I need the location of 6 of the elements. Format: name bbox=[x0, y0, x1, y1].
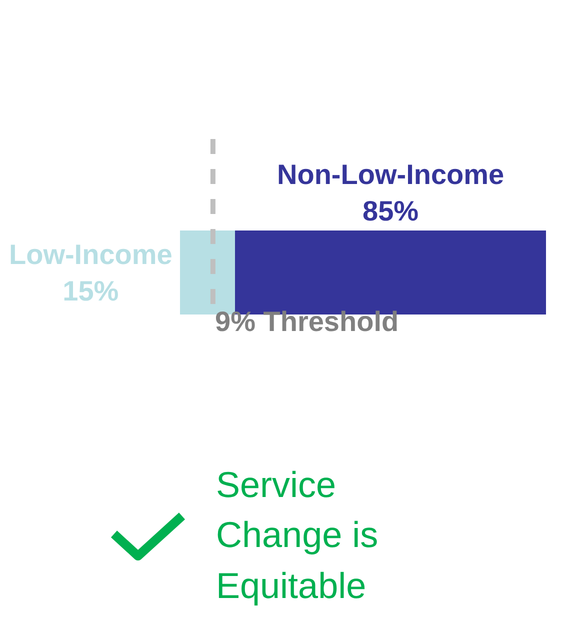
data-label: 85% bbox=[362, 195, 419, 226]
text: Service Change is Equitable bbox=[216, 463, 380, 608]
series-label: Non-Low-Income bbox=[277, 159, 504, 190]
series-label: Low-Income bbox=[9, 239, 172, 270]
data-label: 15% bbox=[62, 275, 119, 306]
ref-line-label: 9% Threshold bbox=[215, 306, 399, 337]
